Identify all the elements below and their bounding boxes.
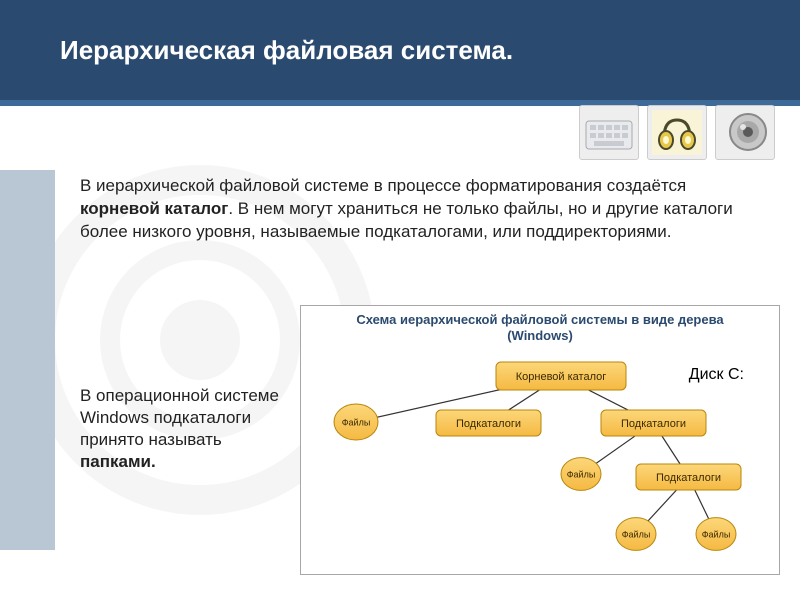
tree-node-f2: Файлы <box>561 458 601 491</box>
svg-text:Файлы: Файлы <box>702 529 731 539</box>
sidebar-strip <box>0 170 55 550</box>
side-text-a: В операционной системе Windows подкатало… <box>80 386 279 449</box>
tree-node-f3: Файлы <box>616 518 656 551</box>
thumb-lens <box>715 105 775 160</box>
svg-text:Подкаталоги: Подкаталоги <box>456 418 521 430</box>
tree-node-sub2: Подкаталоги <box>601 410 706 436</box>
side-text-bold: папками. <box>80 452 156 471</box>
svg-text:Подкаталоги: Подкаталоги <box>656 472 721 484</box>
body-text-bold: корневой каталог <box>80 199 228 218</box>
tree-node-f4: Файлы <box>696 518 736 551</box>
tree-node-f1: Файлы <box>334 404 378 440</box>
page-title: Иерархическая файловая система. <box>60 35 513 66</box>
header: Иерархическая файловая система. <box>0 0 800 100</box>
diagram-panel: Схема иерархической файловой системы в в… <box>300 305 780 575</box>
diagram-title: Схема иерархической файловой системы в в… <box>301 306 779 345</box>
svg-text:Файлы: Файлы <box>567 469 596 479</box>
tree-node-sub1: Подкаталоги <box>436 410 541 436</box>
tree-diagram: Корневой каталог Файлы Подкаталоги Подкатал… <box>301 344 781 576</box>
svg-text:Корневой каталог: Корневой каталог <box>516 371 607 383</box>
svg-text:Файлы: Файлы <box>622 529 651 539</box>
side-paragraph: В операционной системе Windows подкатало… <box>80 385 290 473</box>
thumb-keyboard <box>579 105 639 160</box>
svg-text:Файлы: Файлы <box>342 417 371 427</box>
tree-node-sub3: Подкаталоги <box>636 464 741 490</box>
body-text-a: В иерархической файловой системе в проце… <box>80 176 686 195</box>
svg-text:Подкаталоги: Подкаталоги <box>621 418 686 430</box>
slide: Иерархическая файловая система. <box>0 0 800 600</box>
tree-node-root: Корневой каталог <box>496 362 626 390</box>
thumb-headphones <box>647 105 707 160</box>
body-paragraph: В иерархической файловой системе в проце… <box>80 175 770 244</box>
thumbnail-row <box>579 105 775 160</box>
